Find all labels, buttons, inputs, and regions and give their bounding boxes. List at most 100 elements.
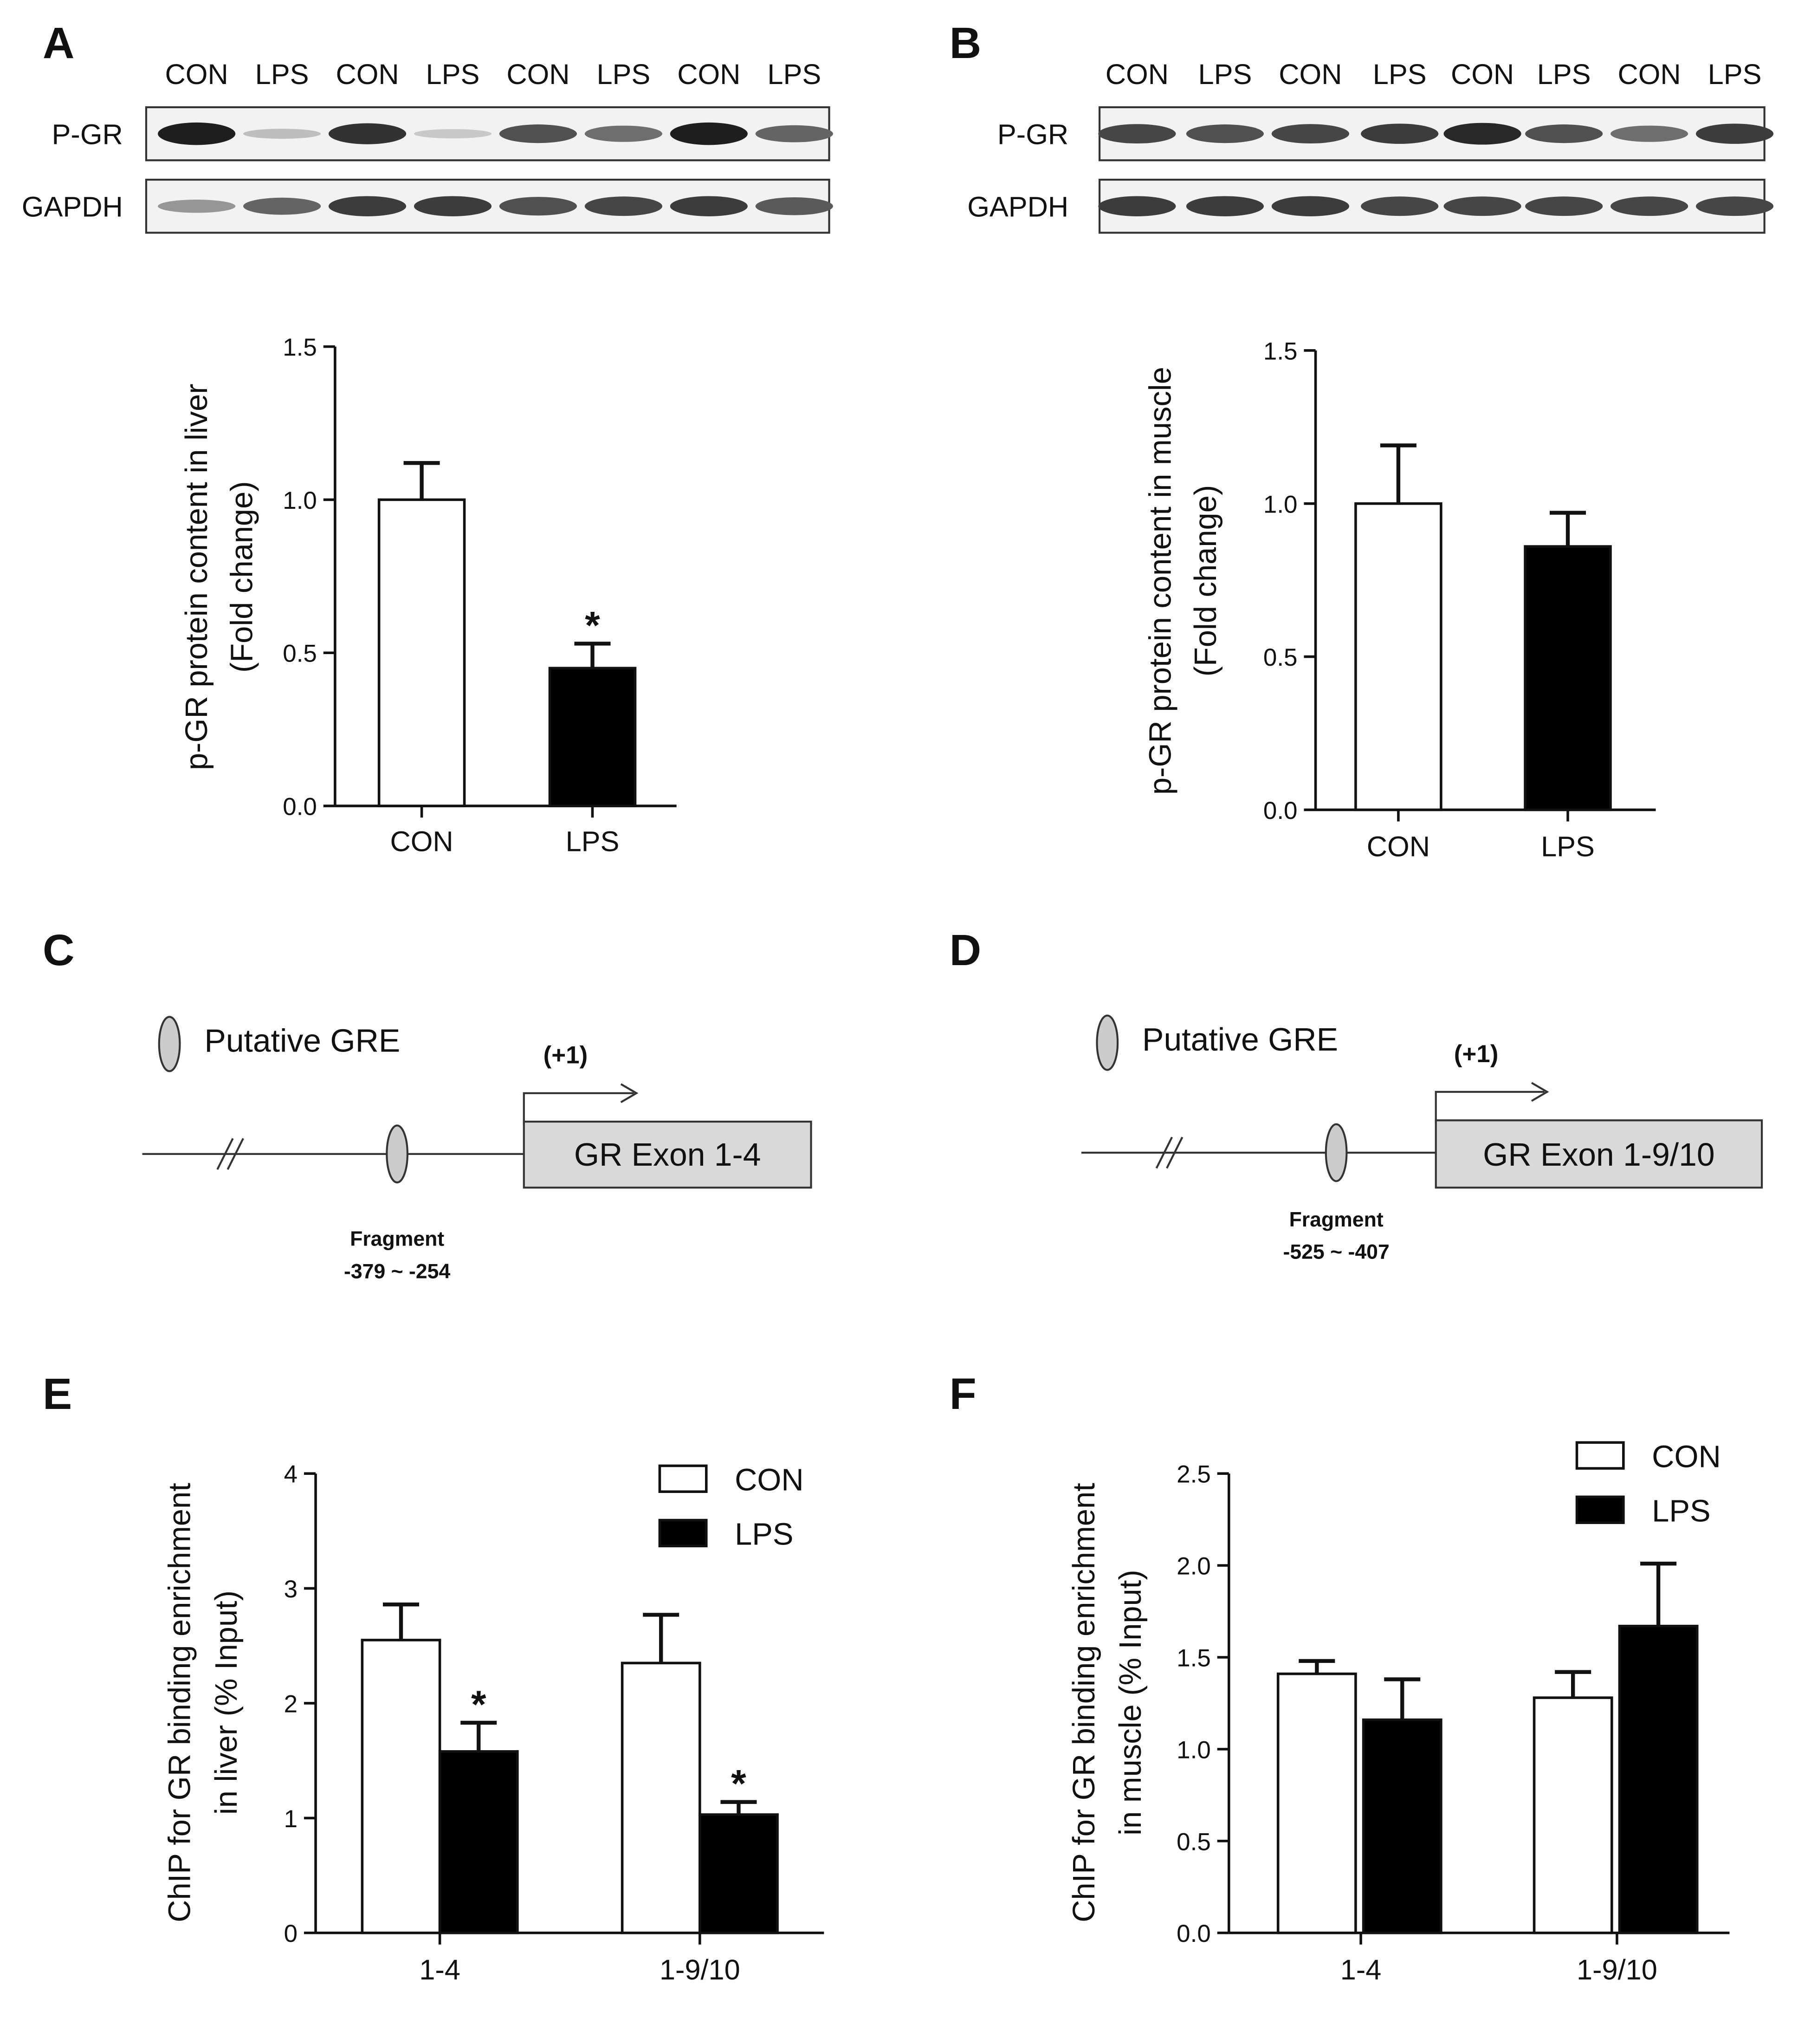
y-tick-label: 0.0 (1263, 797, 1298, 824)
bar-con (361, 1639, 441, 1934)
lane-label-lps: LPS (1198, 58, 1252, 90)
band-gapdh (1186, 196, 1264, 216)
panel-label-d: D (950, 926, 981, 975)
panel-label-e: E (43, 1369, 72, 1419)
bar-chart-muscle-pgr: 0.0 0.5 1.0 1.5 p-GR protein content in musc… (1143, 337, 1656, 863)
blot-row-label-gapdh: GAPDH (22, 191, 123, 223)
band-p-gr (584, 125, 663, 142)
band-gapdh (1443, 196, 1521, 216)
gre-legend-text: Putative GRE (204, 1023, 400, 1059)
bar-lps (438, 1750, 519, 1934)
band-p-gr (328, 123, 407, 144)
tss-arrowhead (620, 1083, 639, 1103)
gre-legend-text: Putative GRE (1142, 1021, 1338, 1058)
lane-label-con: CON (1451, 58, 1514, 90)
legend-label-con: CON (1652, 1439, 1721, 1474)
y-tick-label: 1.0 (283, 487, 317, 514)
promoter-diagram-c: Putative GRE (+1) GR Exon 1-4 Fragment -… (142, 1016, 812, 1283)
lane-label-lps: LPS (767, 58, 821, 90)
legend-swatch-con (658, 1464, 708, 1493)
y-tick-label: 0.0 (1177, 1920, 1211, 1947)
significance-star: * (731, 1762, 746, 1805)
band-gapdh (755, 197, 833, 215)
band-p-gr (1186, 124, 1264, 143)
band-gapdh (1361, 196, 1439, 216)
legend-swatch-lps (658, 1518, 708, 1548)
y-tick-label: 1.5 (283, 334, 317, 361)
x-category-label: 1-4 (1340, 1953, 1382, 1986)
break-mark (1166, 1136, 1184, 1169)
y-tick-label: 1.5 (1263, 337, 1298, 365)
band-gapdh (1610, 196, 1688, 216)
x-category-label: CON (1367, 831, 1430, 863)
y-tick-label: 2 (284, 1690, 298, 1718)
band-gapdh (243, 197, 321, 215)
tss-arrowhead (1531, 1082, 1549, 1102)
y-tick-label: 4 (284, 1461, 298, 1488)
band-p-gr (1098, 124, 1176, 144)
lane-label-con: CON (165, 58, 228, 90)
break-mark (216, 1138, 234, 1170)
legend-swatch-con (1575, 1441, 1625, 1470)
y-axis-title: in liver (% Input) (209, 1590, 244, 1815)
lane-label-lps: LPS (426, 58, 480, 90)
band-p-gr (1610, 125, 1688, 142)
tss-arrow (1435, 1090, 1545, 1123)
y-tick-label: 0.5 (1177, 1828, 1211, 1856)
band-p-gr (243, 129, 321, 139)
bar-con (1354, 502, 1442, 811)
tss-label: (+1) (1454, 1040, 1499, 1068)
gre-site-icon (1325, 1123, 1348, 1182)
band-gapdh (1695, 196, 1774, 216)
bar-lps (1362, 1718, 1442, 1934)
bar-lps (548, 667, 637, 807)
band-p-gr (1271, 124, 1349, 144)
grouped-bar-chart-liver-chip: 0 1 2 3 4 ChIP for GR binding enrichment in li… (162, 1461, 824, 1986)
band-p-gr (755, 125, 833, 143)
lane-label-lps: LPS (255, 58, 309, 90)
lane-label-con: CON (506, 58, 569, 90)
panel-label-a: A (43, 19, 74, 68)
lane-label-con: CON (1106, 58, 1169, 90)
x-category-label: LPS (1541, 831, 1595, 863)
y-tick-label: 1 (284, 1805, 298, 1833)
band-p-gr (414, 129, 492, 139)
significance-star: * (585, 603, 600, 647)
promoter-diagram-d: Putative GRE (+1) GR Exon 1-9/10 Fragmen… (1081, 1014, 1763, 1264)
bar-chart-liver-pgr: 0.0 0.5 1.0 1.5 p-GR protein content in live… (179, 334, 677, 857)
x-category-label: 1-4 (419, 1953, 460, 1986)
lane-label-lps: LPS (1537, 58, 1591, 90)
panel-label-c: C (43, 926, 74, 975)
y-tick-label: 1.0 (1263, 491, 1298, 518)
y-tick-label: 2.0 (1177, 1553, 1211, 1580)
lane-label-con: CON (1279, 58, 1342, 90)
y-tick-label: 0.0 (283, 793, 317, 821)
bar-con (621, 1661, 701, 1934)
break-mark (226, 1138, 244, 1170)
exon-label: GR Exon 1-4 (574, 1136, 761, 1173)
fragment-title: Fragment (350, 1228, 444, 1251)
legend-label-lps: LPS (1652, 1493, 1710, 1528)
band-gapdh (158, 199, 236, 213)
gre-site-icon (386, 1124, 409, 1184)
lane-label-lps: LPS (1708, 58, 1762, 90)
y-axis-title: (Fold change) (1188, 485, 1223, 677)
blot-row-label-gapdh: GAPDH (967, 191, 1068, 223)
x-category-label: CON (390, 825, 453, 857)
band-p-gr (670, 122, 748, 145)
gre-legend-icon (158, 1016, 181, 1072)
lane-label-con: CON (677, 58, 740, 90)
lane-label-con: CON (336, 58, 399, 90)
y-axis-title: p-GR protein content in muscle (1143, 367, 1177, 795)
y-axis-title: in muscle (% Input) (1113, 1570, 1148, 1835)
legend-label-con: CON (735, 1462, 804, 1497)
bar-con (377, 498, 466, 807)
band-gapdh (584, 196, 663, 216)
band-p-gr (499, 124, 577, 143)
y-axis-title: p-GR protein content in liver (179, 383, 214, 770)
fragment-range: -525 ~ -407 (1283, 1241, 1389, 1264)
x-category-label: LPS (566, 825, 620, 857)
band-gapdh (499, 197, 577, 216)
western-blot-panel-b: CON LPS CON LPS CON LPS CON LPS P-GR GAPDH (967, 58, 1774, 234)
